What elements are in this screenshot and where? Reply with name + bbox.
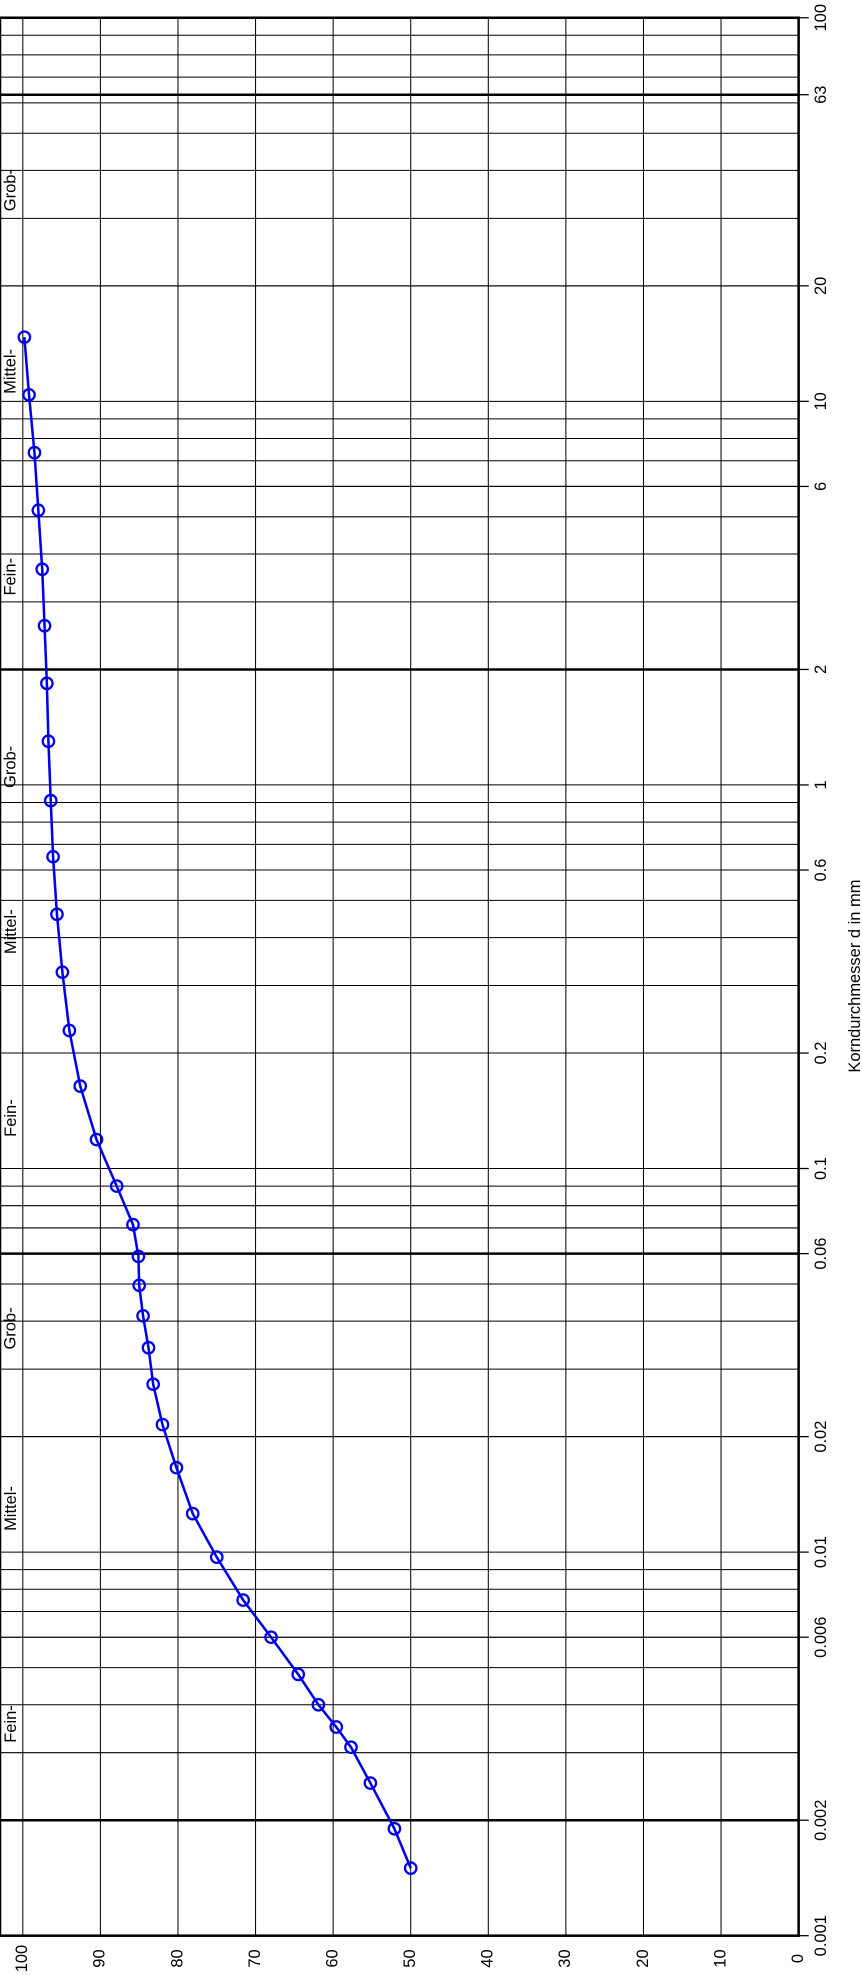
x-tick-label: 20 bbox=[812, 277, 830, 295]
x-tick-label: 1 bbox=[812, 780, 830, 789]
data-point bbox=[73, 1079, 88, 1093]
data-point bbox=[209, 1550, 224, 1565]
y-tick-label: 80 bbox=[168, 1949, 186, 1967]
data-point bbox=[131, 1249, 146, 1264]
data-point bbox=[291, 1667, 306, 1682]
fraction-label: Fein- bbox=[2, 1099, 20, 1137]
data-point bbox=[43, 793, 58, 808]
fraction-label: Fein- bbox=[2, 1705, 20, 1743]
y-tick-label: 10 bbox=[711, 1949, 729, 1967]
data-point bbox=[35, 562, 50, 577]
data-point bbox=[363, 1776, 378, 1790]
y-tick-label: 70 bbox=[246, 1949, 264, 1967]
data-point bbox=[185, 1506, 200, 1521]
y-tick-label: 0 bbox=[789, 1954, 807, 1963]
data-point bbox=[40, 676, 54, 691]
data-point bbox=[31, 503, 46, 518]
data-point bbox=[146, 1377, 160, 1392]
data-point bbox=[41, 734, 56, 749]
data-point bbox=[264, 1630, 278, 1645]
data-point bbox=[132, 1278, 147, 1293]
y-tick-label: 60 bbox=[323, 1949, 341, 1967]
data-point bbox=[62, 1023, 77, 1038]
data-point bbox=[17, 330, 32, 345]
data-point bbox=[27, 445, 42, 460]
y-tick-label: 90 bbox=[91, 1949, 109, 1967]
x-tick-label: 63 bbox=[812, 86, 830, 104]
data-line bbox=[23, 337, 412, 1869]
y-tick-label: 30 bbox=[556, 1949, 574, 1967]
data-point bbox=[109, 1179, 124, 1193]
data-point bbox=[169, 1460, 184, 1475]
data-point bbox=[136, 1308, 150, 1323]
x-tick-label: 0.006 bbox=[812, 1617, 830, 1658]
data-point bbox=[37, 618, 52, 633]
fraction-label: Grob- bbox=[2, 169, 20, 211]
x-tick-label: 0.6 bbox=[812, 859, 830, 882]
data-point bbox=[236, 1593, 250, 1607]
data-point bbox=[89, 1132, 104, 1147]
y-tick-label: 100 bbox=[13, 1945, 31, 1972]
data-point bbox=[329, 1720, 344, 1734]
y-tick-label: 40 bbox=[479, 1949, 497, 1967]
fraction-label: Mittel- bbox=[2, 349, 20, 394]
x-tick-label: 10 bbox=[812, 392, 830, 410]
data-point bbox=[50, 907, 64, 922]
x-tick-label: 0.01 bbox=[812, 1536, 830, 1568]
data-point bbox=[155, 1417, 170, 1432]
x-tick-label: 2 bbox=[812, 665, 830, 674]
y-tick-label: 20 bbox=[634, 1949, 652, 1967]
data-point bbox=[403, 1861, 418, 1875]
x-tick-label: 0.06 bbox=[812, 1238, 830, 1270]
x-tick-label: 0.001 bbox=[812, 1915, 830, 1956]
data-point bbox=[126, 1217, 140, 1232]
y-tick-label: 50 bbox=[401, 1949, 419, 1967]
fraction-label: Mittel- bbox=[2, 909, 20, 954]
x-tick-label: 6 bbox=[812, 482, 830, 491]
fraction-label: Grob- bbox=[2, 746, 20, 788]
data-point bbox=[22, 387, 36, 402]
data-point bbox=[55, 965, 70, 980]
data-point bbox=[141, 1340, 156, 1355]
data-point bbox=[46, 849, 60, 864]
fraction-label: Grob- bbox=[2, 1307, 20, 1349]
x-tick-label: 0.002 bbox=[812, 1800, 830, 1841]
x-tick-label: 100 bbox=[812, 4, 830, 31]
x-axis-label: Korndurchmesser d in mm bbox=[846, 880, 862, 1073]
data-point bbox=[311, 1697, 326, 1712]
plot-frame bbox=[0, 16, 800, 1937]
fraction-label: Mittel- bbox=[2, 1486, 20, 1531]
fraction-label: Fein- bbox=[2, 558, 20, 596]
data-point bbox=[344, 1740, 358, 1755]
data-point bbox=[387, 1821, 402, 1836]
x-tick-label: 0.1 bbox=[812, 1157, 830, 1180]
x-tick-label: 0.02 bbox=[812, 1421, 830, 1453]
x-tick-label: 0.2 bbox=[812, 1042, 830, 1065]
